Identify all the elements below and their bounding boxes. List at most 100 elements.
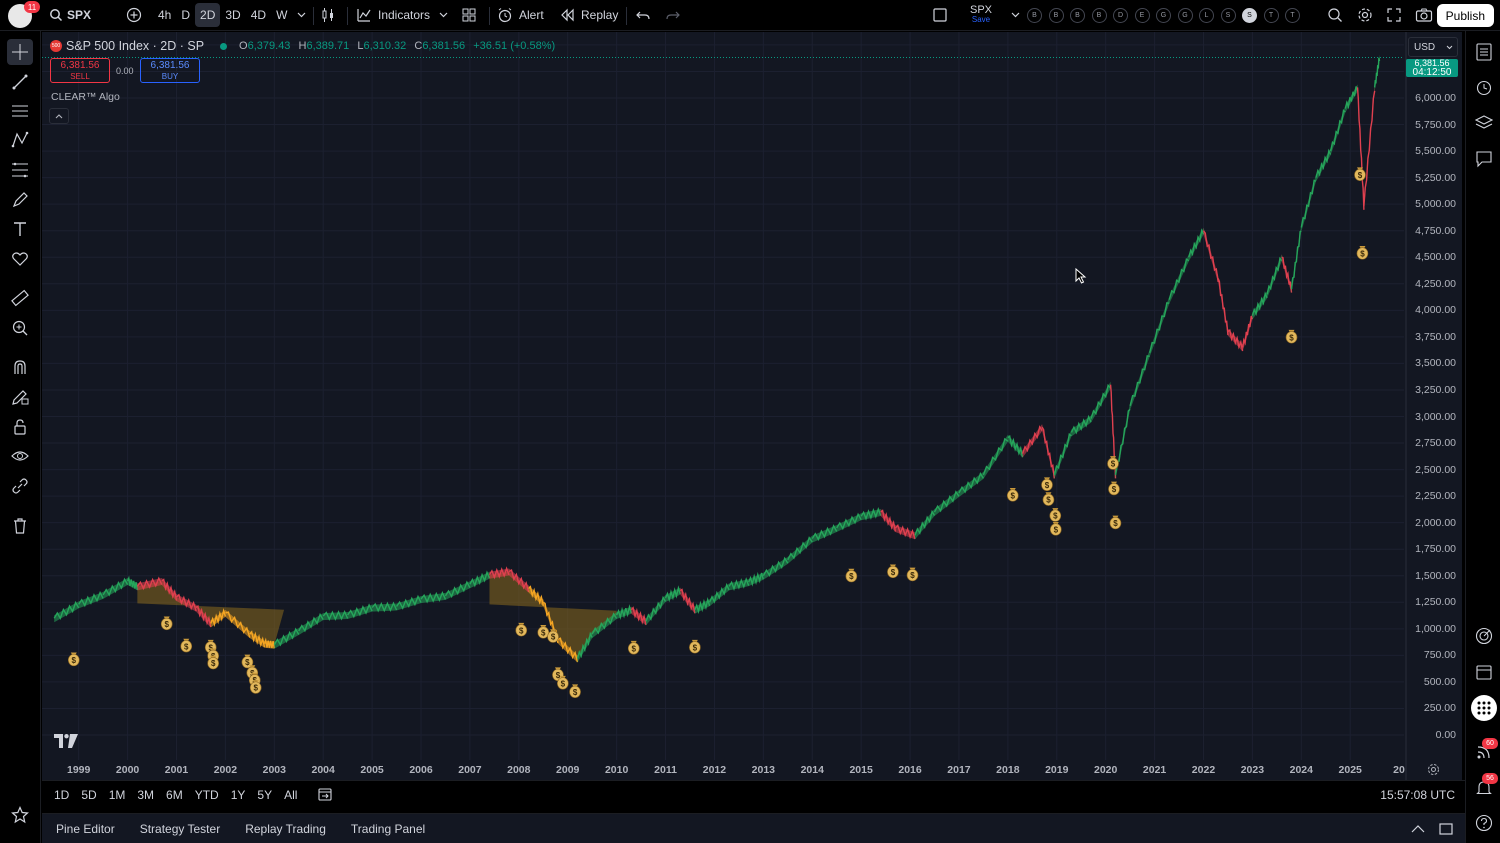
link-tool[interactable]	[7, 473, 33, 499]
apps-button[interactable]	[1471, 695, 1497, 721]
drawing-mode-tool[interactable]	[7, 384, 33, 410]
currency-select[interactable]: USD	[1408, 37, 1458, 57]
money-bag-signal-icon[interactable]: $	[569, 684, 581, 699]
money-bag-signal-icon[interactable]: $	[627, 640, 640, 655]
symbol-search-button[interactable]: SPX	[44, 3, 96, 27]
ideas-button[interactable]	[1471, 623, 1497, 649]
interval-4d[interactable]: 4D	[250, 8, 267, 22]
lock-drawings-tool[interactable]	[7, 414, 33, 440]
text-tool[interactable]	[7, 216, 33, 242]
calendar-button[interactable]	[1471, 659, 1497, 685]
money-bag-signal-icon[interactable]: $	[1285, 329, 1298, 344]
money-bag-signal-icon[interactable]: $	[515, 622, 528, 637]
money-bag-signal-icon[interactable]: $	[906, 567, 919, 582]
tab-pine-editor[interactable]: Pine Editor	[56, 821, 115, 836]
money-bag-signal-icon[interactable]: $	[1049, 508, 1062, 522]
money-bag-signal-icon[interactable]: $	[67, 652, 80, 667]
money-bag-signal-icon[interactable]: $	[1356, 245, 1369, 260]
tab-trading-panel[interactable]: Trading Panel	[350, 821, 426, 836]
redo-button[interactable]	[660, 3, 686, 27]
price-chart[interactable]: $$$$$$$$$$$$$$$$$$$$$$$$$$$$$$$$	[42, 32, 1462, 780]
range-button-5y[interactable]: 5Y	[257, 788, 273, 802]
money-bag-signal-icon[interactable]: $	[1108, 481, 1120, 496]
measure-tool[interactable]	[7, 285, 33, 311]
watchlist-pill[interactable]: T	[1285, 8, 1300, 23]
money-bag-signal-icon[interactable]: $	[1109, 515, 1122, 530]
watchlist-dropdown[interactable]	[1006, 3, 1025, 27]
indicators-button[interactable]: Indicators	[351, 3, 435, 27]
chart-title[interactable]: S&P 500 Index · 2D · SP	[66, 39, 205, 53]
money-bag-signal-icon[interactable]: $	[1354, 167, 1366, 181]
snapshot-button[interactable]	[1410, 3, 1438, 27]
range-button-5d[interactable]: 5D	[81, 788, 97, 802]
alerts-button[interactable]	[1471, 74, 1497, 100]
crosshair-tool[interactable]	[7, 39, 33, 65]
range-button-all[interactable]: All	[284, 788, 298, 802]
brush-tool[interactable]	[7, 187, 33, 213]
watchlist-symbol[interactable]: SPX Save	[966, 5, 996, 25]
watchlist-pill[interactable]: E	[1134, 8, 1150, 23]
money-bag-signal-icon[interactable]: $	[557, 675, 569, 690]
money-bag-signal-icon[interactable]: $	[1006, 488, 1019, 502]
remove-drawings-tool[interactable]	[7, 513, 33, 539]
interval-4h[interactable]: 4h	[158, 8, 172, 22]
buy-button[interactable]: 6,381.56 BUY	[140, 58, 200, 83]
watchlist-pill[interactable]: S	[1220, 8, 1236, 23]
settings-button[interactable]	[1352, 3, 1378, 27]
compare-symbol-button[interactable]	[121, 3, 147, 27]
horizontal-lines-tool[interactable]	[7, 98, 33, 124]
maximize-panel-icon[interactable]	[1439, 822, 1453, 835]
indicators-dropdown[interactable]	[434, 3, 453, 27]
money-bag-signal-icon[interactable]: $	[689, 639, 701, 654]
goto-date-button[interactable]	[317, 786, 333, 805]
money-bag-signal-icon[interactable]: $	[1049, 521, 1062, 536]
watchlist-pill[interactable]: S	[1242, 8, 1257, 23]
range-button-1m[interactable]: 1M	[108, 788, 126, 802]
money-bag-signal-icon[interactable]: $	[249, 680, 262, 694]
zoom-tool[interactable]	[7, 315, 33, 341]
quick-search-button[interactable]	[1322, 3, 1348, 27]
undo-button[interactable]	[630, 3, 656, 27]
fullscreen-button[interactable]	[1381, 3, 1407, 27]
watchlist-button[interactable]	[1471, 39, 1497, 65]
alert-button[interactable]: Alert	[492, 3, 549, 27]
money-bag-signal-icon[interactable]: $	[845, 568, 858, 583]
streams-button[interactable]	[1471, 739, 1497, 765]
money-bag-signal-icon[interactable]: $	[1107, 456, 1119, 470]
money-bag-signal-icon[interactable]: $	[241, 654, 254, 669]
layouts-button[interactable]	[456, 3, 482, 27]
favorites-tool[interactable]	[7, 802, 33, 828]
chevron-up-icon[interactable]	[1411, 824, 1425, 833]
range-button-1d[interactable]: 1D	[54, 788, 70, 802]
chats-button[interactable]	[1471, 146, 1497, 172]
money-bag-signal-icon[interactable]: $	[207, 655, 219, 670]
watchlist-pill[interactable]: G	[1156, 8, 1171, 23]
money-bag-signal-icon[interactable]: $	[887, 564, 899, 579]
interval-2d[interactable]: 2D	[195, 3, 221, 27]
tab-strategy-tester[interactable]: Strategy Tester	[139, 821, 221, 836]
sell-button[interactable]: 6,381.56 SELL	[50, 58, 110, 83]
money-bag-signal-icon[interactable]: $	[160, 616, 173, 631]
watchlist-pill[interactable]: B	[1091, 8, 1107, 23]
watchlist-pill[interactable]: G	[1177, 8, 1193, 23]
range-button-ytd[interactable]: YTD	[194, 788, 219, 802]
range-button-3m[interactable]: 3M	[137, 788, 155, 802]
range-button-1y[interactable]: 1Y	[230, 788, 246, 802]
object-tree-button[interactable]	[1471, 110, 1497, 136]
money-bag-signal-icon[interactable]: $	[547, 629, 559, 643]
chart-type-button[interactable]	[315, 3, 341, 27]
interval-w[interactable]: W	[276, 8, 288, 22]
help-button[interactable]	[1471, 810, 1497, 836]
layout-select-button[interactable]	[927, 3, 953, 27]
range-button-6m[interactable]: 6M	[166, 788, 183, 802]
money-bag-signal-icon[interactable]: $	[537, 624, 550, 639]
clock-time[interactable]: 15:57:08 UTC	[1380, 788, 1455, 802]
replay-button[interactable]: Replay	[554, 3, 623, 27]
tradingview-logo[interactable]	[54, 734, 78, 753]
watchlist-pill[interactable]: B	[1027, 8, 1042, 23]
interval-3d[interactable]: 3D	[225, 8, 241, 22]
collapse-legend-button[interactable]	[49, 108, 69, 124]
publish-button[interactable]: Publish	[1436, 4, 1494, 27]
watchlist-pill[interactable]: B	[1070, 8, 1085, 23]
magnet-tool[interactable]	[7, 354, 33, 380]
